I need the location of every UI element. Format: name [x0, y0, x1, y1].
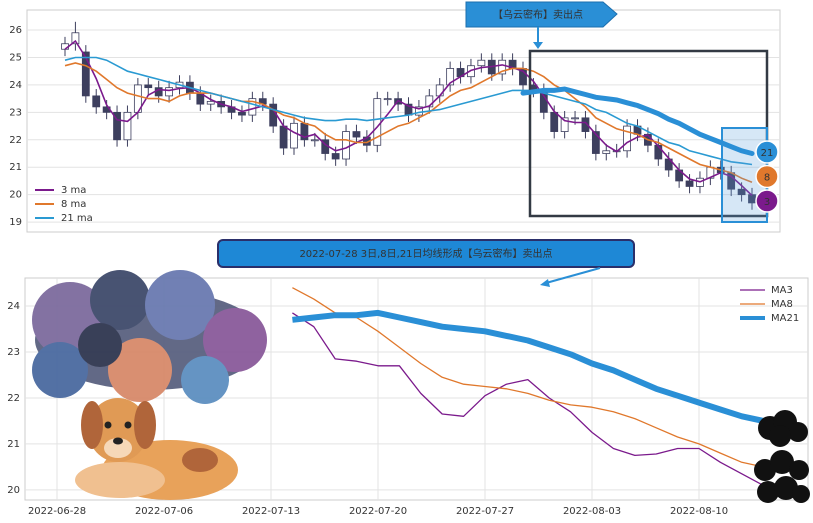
storm-cloud: [754, 410, 810, 503]
ma-line: [292, 287, 764, 468]
candle-body: [279, 125, 288, 149]
candle-body: [623, 125, 631, 152]
candle-body: [92, 95, 101, 108]
candle-body: [238, 111, 246, 116]
annotation-box: [465, 1, 618, 28]
y-tick-label: 22: [9, 135, 22, 146]
y-tick-label: 24: [7, 301, 20, 312]
x-tick-label: 2022-07-27: [456, 506, 514, 517]
candle-body: [113, 111, 121, 141]
x-tick-label: 2022-06-28: [28, 506, 86, 517]
x-tick-label: 2022-07-06: [135, 506, 193, 517]
cloud-illustration: [32, 270, 267, 404]
arrow-head: [540, 279, 550, 287]
x-tick-label: 2022-08-03: [563, 506, 621, 517]
candle-body: [415, 106, 423, 116]
x-tick-label: 2022-08-10: [670, 506, 728, 517]
badge-label: 21: [761, 148, 774, 159]
candle-body: [477, 59, 486, 67]
candle-body: [290, 122, 298, 149]
candle-body: [737, 188, 746, 196]
candle-body: [602, 150, 611, 154]
candle-body: [352, 131, 361, 138]
candle-body: [571, 117, 579, 120]
candle-body: [331, 153, 340, 160]
candle-body: [165, 87, 173, 97]
ma-line: [64, 56, 753, 166]
y-tick-label: 21: [7, 439, 20, 450]
candlestick-chart: 19 20 21 22 23 24 25 26 3 ma 8 ma 21 ma 21 8 3 【乌云密布】卖…: [9, 1, 781, 233]
legend-label: 21 ma: [61, 213, 93, 224]
y-tick-label: 24: [9, 80, 22, 91]
candle-body: [591, 131, 600, 154]
x-tick-label: 2022-07-13: [242, 506, 300, 517]
annotation-text: 【乌云密布】卖出点: [493, 8, 583, 21]
candle-body: [144, 84, 153, 89]
candle-body: [550, 111, 559, 132]
legend-label: MA21: [771, 313, 799, 324]
title-arrow: [545, 267, 601, 284]
badge: [755, 164, 779, 189]
candle-body: [685, 180, 694, 187]
y-tick-label: 21: [9, 162, 22, 173]
candle-body: [383, 98, 392, 101]
ma-line: [292, 309, 764, 424]
y-tick-label: 20: [9, 190, 22, 201]
candle-body: [81, 51, 90, 97]
candle-body: [446, 68, 455, 86]
candle-body: [581, 117, 590, 132]
legend-label: 3 ma: [61, 185, 86, 196]
candle-body: [310, 139, 319, 142]
candle-body: [206, 100, 215, 105]
candle-body: [560, 117, 569, 132]
y-tick-label: 19: [9, 217, 22, 228]
y-tick-label: 26: [9, 25, 22, 36]
badge: [755, 189, 779, 213]
candle-body: [342, 131, 350, 160]
legend-label: MA3: [771, 285, 793, 296]
candle-body: [123, 111, 132, 141]
y-tick-label: 20: [7, 485, 20, 496]
y-tick-label: 22: [7, 393, 20, 404]
y-tick-label: 23: [9, 107, 22, 118]
chart-title: 2022-07-28 3日,8日,21日均线形成【乌云密布】卖出点: [299, 247, 552, 260]
ma-line: [64, 39, 753, 197]
candle-body: [435, 84, 444, 97]
arrow-head: [533, 42, 543, 49]
candle-body: [425, 95, 434, 108]
legend-label: 8 ma: [61, 199, 86, 210]
ma-line: [292, 312, 764, 486]
candle-body: [498, 59, 507, 75]
ma-line: [64, 62, 753, 184]
y-tick-label: 23: [7, 347, 20, 358]
badge: [755, 140, 779, 164]
ma21-overlay: [520, 86, 755, 156]
candle-body: [71, 32, 80, 45]
title-box: [217, 239, 635, 268]
x-tick-label: 2022-07-20: [349, 506, 407, 517]
legend-label: MA8: [771, 299, 793, 310]
badge-label: 8: [764, 173, 770, 184]
candle-body: [248, 98, 257, 116]
badge-label: 3: [764, 197, 770, 208]
dog-illustration: [75, 398, 238, 500]
y-tick-label: 25: [9, 52, 22, 63]
